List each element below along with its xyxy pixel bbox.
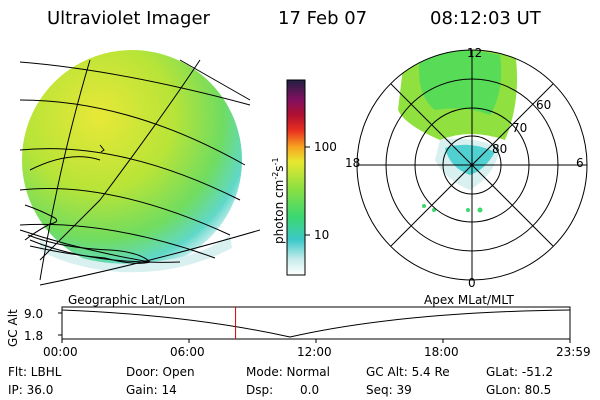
date-label: 17 Feb 07 — [278, 8, 368, 29]
colorbar — [286, 79, 310, 276]
mlt-label-18: 18 — [345, 156, 361, 170]
ip-info: IP: 36.0 — [8, 383, 54, 397]
aurora-limb — [40, 235, 232, 273]
mode-info: Mode: Normal — [246, 365, 330, 379]
polar-plot — [356, 49, 588, 281]
geographic-image — [19, 50, 260, 286]
gc-alt-info: GC Alt: 5.4 Re — [366, 365, 450, 379]
timeline-xtick-1800: 18:00 — [424, 345, 459, 359]
timeline-plot — [58, 306, 571, 343]
instrument-title: Ultraviolet Imager — [47, 8, 210, 29]
apex-title: Apex MLat/MLT — [424, 293, 514, 307]
gain-info: Gain: 14 — [126, 383, 177, 397]
timeline-ytick-top: 9.0 — [24, 307, 44, 321]
dsp-label: Dsp: — [246, 383, 274, 397]
filter-info: Flt: LBHL — [8, 365, 62, 379]
mlt-label-0: 0 — [468, 276, 476, 290]
seq-info: Seq: 39 — [366, 383, 412, 397]
lat-label-60: 60 — [536, 98, 552, 112]
colorbar-unit-exp1: -2 — [271, 171, 280, 180]
glon-info: GLon: 80.5 — [486, 383, 552, 397]
colorbar-tick-label-100: 100 — [314, 140, 337, 154]
door-info: Door: Open — [126, 365, 195, 379]
timeline-xtick-0000: 00:00 — [43, 345, 78, 359]
dsp-value: 0.0 — [300, 383, 320, 397]
colorbar-axis-label: photon cm-2s-1 — [271, 157, 286, 244]
polar-meridian-diag2 — [390, 83, 554, 247]
time-label: 08:12:03 UT — [430, 8, 541, 29]
timeline-ylabel: GC Alt — [6, 309, 20, 347]
timeline-xtick-2359: 23:59 — [556, 345, 591, 359]
colorbar-gradient — [286, 79, 306, 276]
timeline-xtick-1200: 12:00 — [297, 345, 332, 359]
glat-info: GLat: -51.2 — [486, 365, 553, 379]
colorbar-tick-label-10: 10 — [314, 228, 330, 242]
mlt-label-12: 12 — [467, 46, 483, 60]
colorbar-unit-s: s — [272, 165, 286, 172]
timeline-xtick-0600: 06:00 — [170, 345, 205, 359]
coastlines — [24, 144, 151, 264]
lat-label-70: 70 — [512, 121, 528, 135]
geographic-title: Geographic Lat/Lon — [68, 293, 186, 307]
polar-aurora — [398, 50, 518, 190]
mlt-label-6: 6 — [576, 156, 584, 170]
lat-label-80: 80 — [492, 142, 508, 156]
altitude-curve — [61, 309, 571, 338]
timeline-ytick-bottom: 1.8 — [24, 329, 44, 343]
colorbar-unit-exp2: -1 — [271, 157, 280, 166]
colorbar-unit-text: photon cm — [272, 179, 286, 244]
timeline-ticks — [58, 312, 571, 343]
